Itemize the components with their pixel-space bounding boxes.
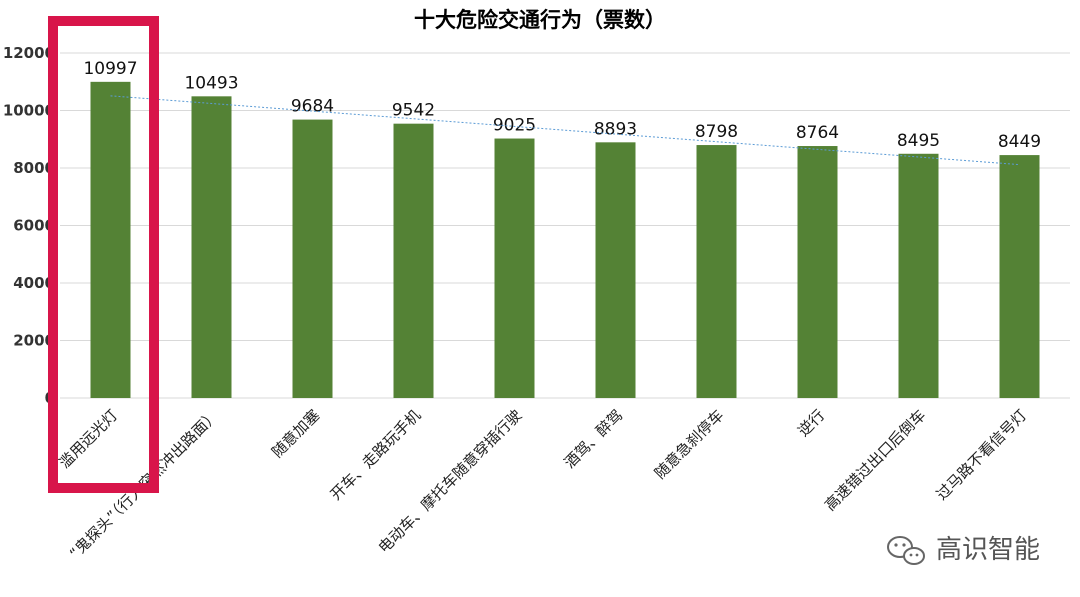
data-label: 8893: [594, 119, 637, 139]
watermark: 高识智能: [887, 535, 1040, 565]
trend-line: [110, 95, 1020, 166]
x-tick-label: 开车、走路玩手机: [327, 406, 425, 504]
x-tick-label: 逆行: [794, 406, 828, 440]
trendline: [110, 95, 1020, 166]
data-label: 9684: [291, 97, 334, 117]
x-tick-label: 过马路不看信号灯: [933, 406, 1031, 504]
data-label: 8798: [695, 122, 738, 142]
y-tick-label: 8000: [13, 159, 55, 177]
data-label: 8764: [796, 123, 839, 143]
x-tick-label: 随意急刹停车: [651, 406, 727, 482]
y-tick-label: 6000: [13, 217, 55, 235]
data-label: 9542: [392, 101, 435, 121]
bar: [90, 81, 131, 399]
bar: [595, 142, 636, 398]
bars: [90, 81, 1040, 399]
x-tick-label: 酒驾、醉驾: [561, 406, 627, 472]
bar: [191, 96, 232, 399]
bar: [393, 123, 434, 398]
x-tick-label: 高速错过出口后倒车: [821, 406, 929, 514]
watermark-text: 高识智能: [936, 535, 1040, 565]
chart-title: 十大危险交通行为（票数）: [414, 8, 666, 32]
bar: [797, 146, 838, 398]
data-label: 8495: [897, 131, 940, 151]
bar: [898, 153, 939, 398]
bar: [999, 155, 1040, 398]
x-axis-ticks: 滥用远光灯“鬼探头”（行人突然冲出路面） 随意加塞 开车、走路玩手机电动车、摩托车随…: [56, 406, 1031, 562]
y-tick-label: 12000: [3, 44, 55, 62]
y-tick-label: 4000: [13, 274, 55, 292]
y-tick-label: 2000: [13, 332, 55, 350]
bar: [292, 119, 333, 399]
data-label: 9025: [493, 116, 536, 136]
wechat-icon: [887, 536, 925, 565]
data-label: 10997: [83, 59, 137, 79]
y-tick-label: 10000: [3, 102, 55, 120]
x-tick-label: 随意加塞: [268, 406, 323, 461]
data-label: 8449: [998, 132, 1041, 152]
data-labels: 10997 10493 9684 9542 9025 8893 8798 8764 8495 84…: [83, 59, 1041, 152]
bar: [696, 145, 737, 398]
highlight-box: [48, 16, 159, 493]
x-tick-label: 滥用远光灯: [56, 406, 122, 472]
bar: [494, 138, 535, 398]
data-label: 10493: [184, 73, 238, 93]
